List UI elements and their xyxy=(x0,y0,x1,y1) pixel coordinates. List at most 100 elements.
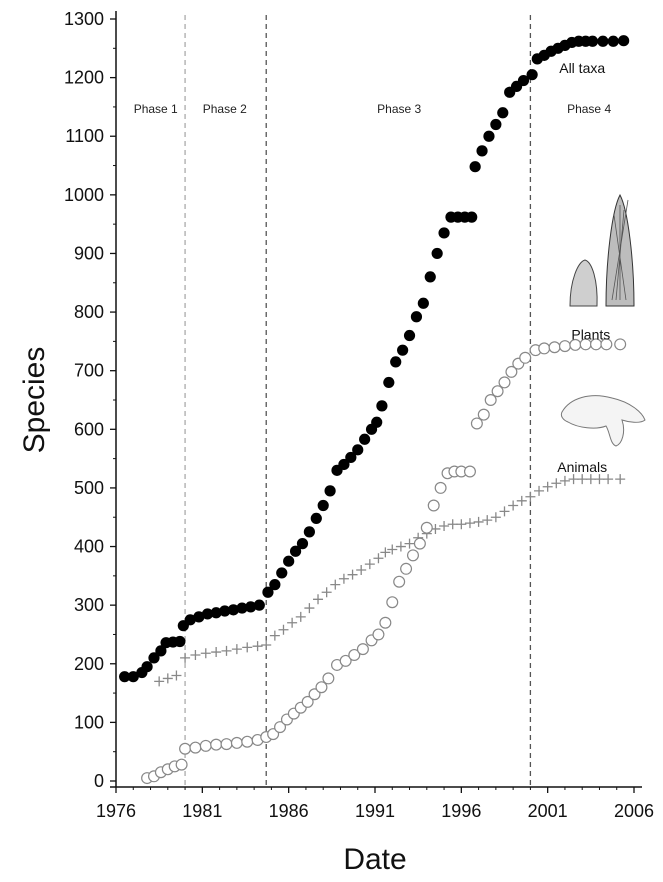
data-point-plants xyxy=(558,340,571,353)
data-point-plants xyxy=(505,365,518,378)
data-point-all-taxa xyxy=(289,545,302,557)
data-point-animals xyxy=(221,645,232,656)
data-point-all-taxa xyxy=(431,247,443,260)
data-point-all-taxa xyxy=(483,130,495,142)
x-axis-title: Date xyxy=(343,843,406,876)
data-point-animals xyxy=(447,519,458,530)
data-point-animals xyxy=(330,579,341,590)
data-point-animals xyxy=(252,641,263,652)
data-point-animals xyxy=(211,647,222,658)
data-point-animals xyxy=(347,569,358,580)
data-point-animals xyxy=(603,474,614,485)
data-point-all-taxa xyxy=(417,297,429,309)
data-point-plants xyxy=(356,643,369,656)
data-point-all-taxa xyxy=(466,211,478,223)
data-point-all-taxa xyxy=(245,601,257,613)
data-point-animals xyxy=(516,495,527,506)
data-point-animals xyxy=(534,485,545,496)
data-point-animals xyxy=(231,644,242,655)
data-point-plants xyxy=(210,738,223,751)
data-point-plants xyxy=(339,654,352,667)
data-point-animals xyxy=(387,544,398,555)
x-tick-label: 2001 xyxy=(528,801,568,821)
data-point-plants xyxy=(498,376,511,389)
data-point-plants xyxy=(189,741,202,754)
data-point-all-taxa xyxy=(338,458,350,471)
data-point-animals xyxy=(162,673,173,684)
data-point-all-taxa xyxy=(269,579,281,591)
data-point-plants xyxy=(220,738,233,751)
data-point-plants xyxy=(322,672,335,685)
data-point-animals xyxy=(490,512,501,523)
data-point-all-taxa xyxy=(376,400,388,412)
y-tick-label: 700 xyxy=(74,361,104,381)
data-point-plants xyxy=(538,342,551,355)
data-point-animals xyxy=(380,547,391,558)
x-tick-label: 2006 xyxy=(614,801,654,821)
data-point-plants xyxy=(600,338,613,351)
data-point-all-taxa xyxy=(236,602,248,614)
data-point-all-taxa xyxy=(303,526,315,538)
data-point-animals xyxy=(594,474,605,485)
chart-labels: Date Species Phase 1 Phase 2 Phase 3 Phase 4 A… xyxy=(18,60,611,876)
data-point-plants xyxy=(372,628,385,641)
data-point-plants xyxy=(199,739,212,752)
data-point-animals xyxy=(313,594,324,605)
data-point-plants xyxy=(230,736,243,749)
data-point-all-taxa xyxy=(184,614,196,626)
data-point-all-taxa xyxy=(227,604,240,616)
data-point-all-taxa xyxy=(490,118,502,131)
data-point-animals xyxy=(508,500,519,511)
series-label: All taxa xyxy=(559,60,605,76)
y-axis-title: Species xyxy=(18,347,51,454)
y-tick-label: 0 xyxy=(94,771,104,791)
data-point-animals xyxy=(456,519,467,530)
data-point-all-taxa xyxy=(210,607,222,619)
data-point-all-taxa xyxy=(586,35,599,47)
y-tick-label: 1100 xyxy=(65,126,104,146)
data-point-animals xyxy=(269,630,280,641)
data-point-animals xyxy=(439,521,450,532)
data-point-all-taxa xyxy=(296,538,309,550)
data-point-animals xyxy=(321,587,332,598)
y-tick-label: 1200 xyxy=(64,68,104,88)
data-point-plants xyxy=(614,338,627,351)
phase-label: Phase 3 xyxy=(377,102,421,116)
data-point-all-taxa xyxy=(141,661,153,673)
y-tick-label: 1300 xyxy=(64,9,104,29)
phase-label: Phase 2 xyxy=(203,102,247,116)
data-point-animals xyxy=(542,481,553,492)
data-point-all-taxa xyxy=(371,416,383,428)
data-point-all-taxa xyxy=(219,605,231,617)
data-point-all-taxa xyxy=(403,329,416,342)
data-point-animals xyxy=(404,538,415,549)
data-point-plants xyxy=(420,521,433,534)
data-point-all-taxa xyxy=(148,652,160,664)
data-point-all-taxa xyxy=(607,35,619,47)
series-animals xyxy=(154,474,626,687)
data-point-plants xyxy=(491,385,504,398)
data-point-all-taxa xyxy=(397,344,409,356)
data-point-plants xyxy=(308,688,321,701)
data-point-all-taxa xyxy=(276,567,288,579)
data-point-plants xyxy=(519,351,532,364)
data-point-animals xyxy=(356,564,367,575)
data-point-animals xyxy=(200,648,211,659)
series-label: Animals xyxy=(557,459,607,475)
data-point-all-taxa xyxy=(597,35,609,47)
data-point-animals xyxy=(373,553,384,564)
data-point-plants xyxy=(400,562,413,575)
axes: 0 100 200 300 400 500 600 700 800 900 1000 1100 1200… xyxy=(64,9,654,821)
data-point-plants xyxy=(548,341,561,354)
data-point-plants xyxy=(348,648,361,661)
data-point-plants xyxy=(434,481,447,494)
data-point-plants xyxy=(413,537,426,550)
data-point-all-taxa xyxy=(424,271,436,283)
data-point-plants xyxy=(427,499,440,512)
data-point-plants xyxy=(386,596,399,609)
data-point-all-taxa xyxy=(345,451,357,464)
data-point-all-taxa xyxy=(324,485,336,497)
data-point-all-taxa xyxy=(127,671,139,683)
data-point-all-taxa xyxy=(410,311,423,323)
data-point-all-taxa xyxy=(310,512,322,525)
